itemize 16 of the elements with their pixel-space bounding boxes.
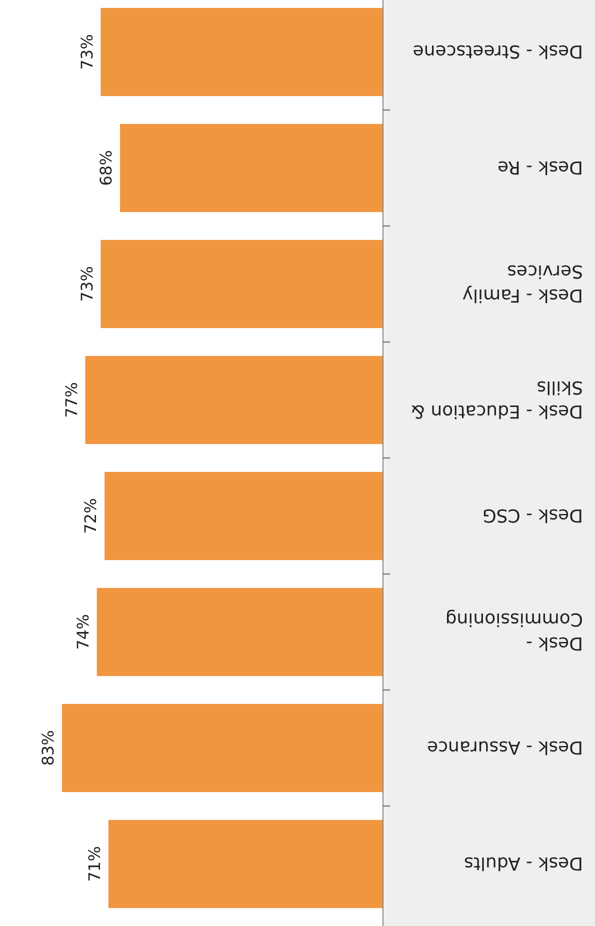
y-tick-label: Desk - Assurance: [427, 736, 583, 758]
y-tick-label: Desk - Family Services: [462, 260, 583, 306]
data-label: 77%: [62, 382, 81, 418]
data-label: 73%: [77, 34, 96, 70]
data-label: 83%: [38, 730, 58, 766]
data-label: 68%: [96, 150, 116, 186]
y-tick-label: Desk - Adults: [464, 852, 583, 874]
data-label: 73%: [77, 266, 96, 302]
y-tick-label: Desk - Re: [498, 156, 583, 178]
y-tick-label: Desk - Commissioning: [445, 608, 583, 654]
data-label: 71%: [85, 846, 104, 882]
y-tick-label: Desk - Education & Skills: [410, 376, 583, 422]
data-label: 72%: [81, 498, 100, 534]
data-label: 74%: [73, 614, 92, 650]
y-tick-label: Desk - Streetscene: [412, 40, 583, 62]
y-tick-label: Desk - CSG: [482, 504, 583, 526]
